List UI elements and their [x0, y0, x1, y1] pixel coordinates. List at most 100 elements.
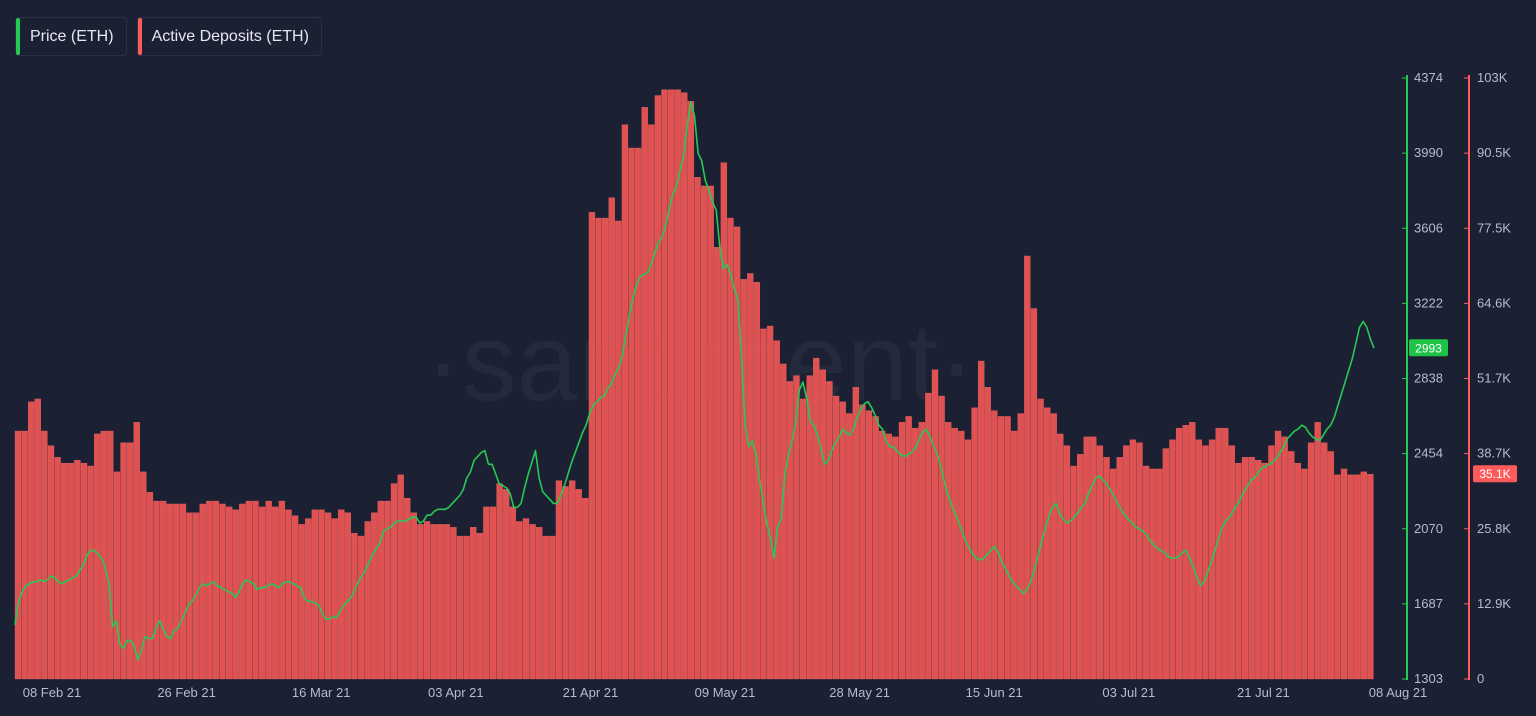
deposit-bar [958, 430, 965, 680]
deposit-bar [483, 506, 490, 680]
legend-item-price[interactable]: Price (ETH) [15, 17, 127, 56]
deposit-bar [298, 524, 305, 680]
deposit-bar [595, 217, 602, 680]
deposit-bar [667, 89, 675, 680]
deposit-bar [87, 465, 94, 680]
deposit-bar [1169, 439, 1176, 680]
deposit-bar [641, 107, 648, 680]
deposit-bar [1063, 445, 1071, 680]
x-tick-label: 08 Feb 21 [23, 685, 82, 700]
deposit-bar [437, 524, 444, 680]
deposit-bar [839, 401, 846, 680]
deposit-bar [100, 430, 107, 680]
deposits-tick-label: 12.9K [1477, 596, 1511, 611]
deposit-bar [786, 381, 794, 680]
deposit-bar [1189, 422, 1196, 680]
deposit-bar [826, 381, 833, 680]
price-line [14, 101, 1375, 661]
deposit-bar [179, 503, 187, 680]
deposit-bar [1268, 445, 1275, 680]
deposit-bar [1037, 398, 1044, 680]
legend-swatch-price [16, 18, 20, 55]
deposit-bar [509, 506, 516, 680]
deposit-bar [865, 410, 873, 680]
deposit-bar [707, 185, 714, 680]
deposit-bar [476, 532, 483, 680]
deposit-bar [1307, 442, 1315, 680]
deposit-bar [1057, 433, 1064, 680]
deposit-bar [569, 480, 576, 680]
deposit-bar [1142, 465, 1150, 680]
deposit-bar [1248, 457, 1255, 680]
deposit-bar [799, 398, 807, 680]
deposit-bar [1241, 457, 1249, 680]
x-tick-label: 03 Jul 21 [1102, 685, 1155, 700]
deposit-bar [456, 535, 464, 680]
legend-swatch-deposits [137, 18, 142, 55]
deposit-bar [61, 462, 68, 680]
x-tick-label: 28 May 21 [829, 685, 890, 700]
x-tick-label: 15 Jun 21 [966, 685, 1023, 700]
deposit-bar [311, 509, 319, 680]
deposit-bar [107, 430, 114, 680]
deposit-bar [463, 535, 470, 680]
deposit-bar [404, 497, 411, 680]
x-tick-label: 21 Jul 21 [1237, 685, 1290, 700]
deposit-bar [1255, 460, 1262, 680]
deposit-bar [1030, 308, 1038, 680]
deposit-bar [410, 512, 417, 680]
deposit-bar [661, 89, 668, 680]
deposit-bar [14, 430, 22, 680]
deposit-bar [1222, 427, 1229, 680]
deposit-bar [740, 279, 747, 680]
deposit-bar [846, 413, 853, 680]
deposit-bar [1096, 445, 1104, 680]
deposit-bar [338, 509, 345, 680]
deposit-bar [879, 430, 886, 680]
deposit-bar [892, 436, 899, 680]
deposit-bar [1116, 457, 1123, 680]
x-tick-label: 03 Apr 21 [428, 685, 484, 700]
deposit-bar [773, 340, 780, 680]
deposit-bar [1123, 445, 1130, 680]
deposit-bar [1347, 474, 1354, 680]
deposit-bar [47, 445, 55, 680]
price-tick-label: 2070 [1414, 521, 1443, 536]
x-axis: 08 Feb 21 26 Feb 21 16 Mar 21 03 Apr 21 21 A… [23, 685, 1428, 700]
deposit-bar [80, 462, 88, 680]
deposit-bar [628, 147, 635, 680]
x-tick-label: 21 Apr 21 [563, 685, 619, 700]
price-tick-label: 3606 [1414, 220, 1443, 235]
deposits-tick-label: 64.6K [1477, 295, 1511, 310]
price-tick-label: 3222 [1414, 295, 1443, 310]
deposit-bar [945, 422, 952, 680]
deposit-bar [991, 410, 998, 680]
legend-item-deposits[interactable]: Active Deposits (ETH) [136, 17, 322, 56]
deposit-bar [1004, 416, 1011, 680]
deposit-bar [1090, 436, 1097, 680]
deposit-bar [397, 474, 404, 680]
deposit-bar [245, 500, 253, 680]
x-tick-label: 09 May 21 [695, 685, 756, 700]
deposit-bar [582, 497, 589, 680]
deposit-bar [522, 518, 530, 680]
deposit-bar [1162, 448, 1170, 680]
deposit-bar [648, 124, 655, 680]
deposit-bar [324, 512, 332, 680]
deposit-bar [127, 442, 134, 680]
deposit-bar [978, 360, 985, 680]
deposit-bar [964, 439, 972, 680]
price-current-badge-bg [1409, 339, 1448, 357]
deposits-tick-label: 90.5K [1477, 145, 1511, 160]
deposit-bar [351, 532, 358, 680]
deposit-bar [371, 512, 378, 680]
deposit-bar [291, 515, 299, 680]
deposit-bar [694, 177, 701, 680]
legend-label-price: Price (ETH) [30, 27, 114, 45]
deposit-bar [562, 486, 569, 680]
deposit-bar [173, 503, 180, 680]
deposit-bar [146, 492, 154, 680]
deposits-current-badge-bg [1473, 465, 1517, 483]
deposit-bar [318, 509, 325, 680]
